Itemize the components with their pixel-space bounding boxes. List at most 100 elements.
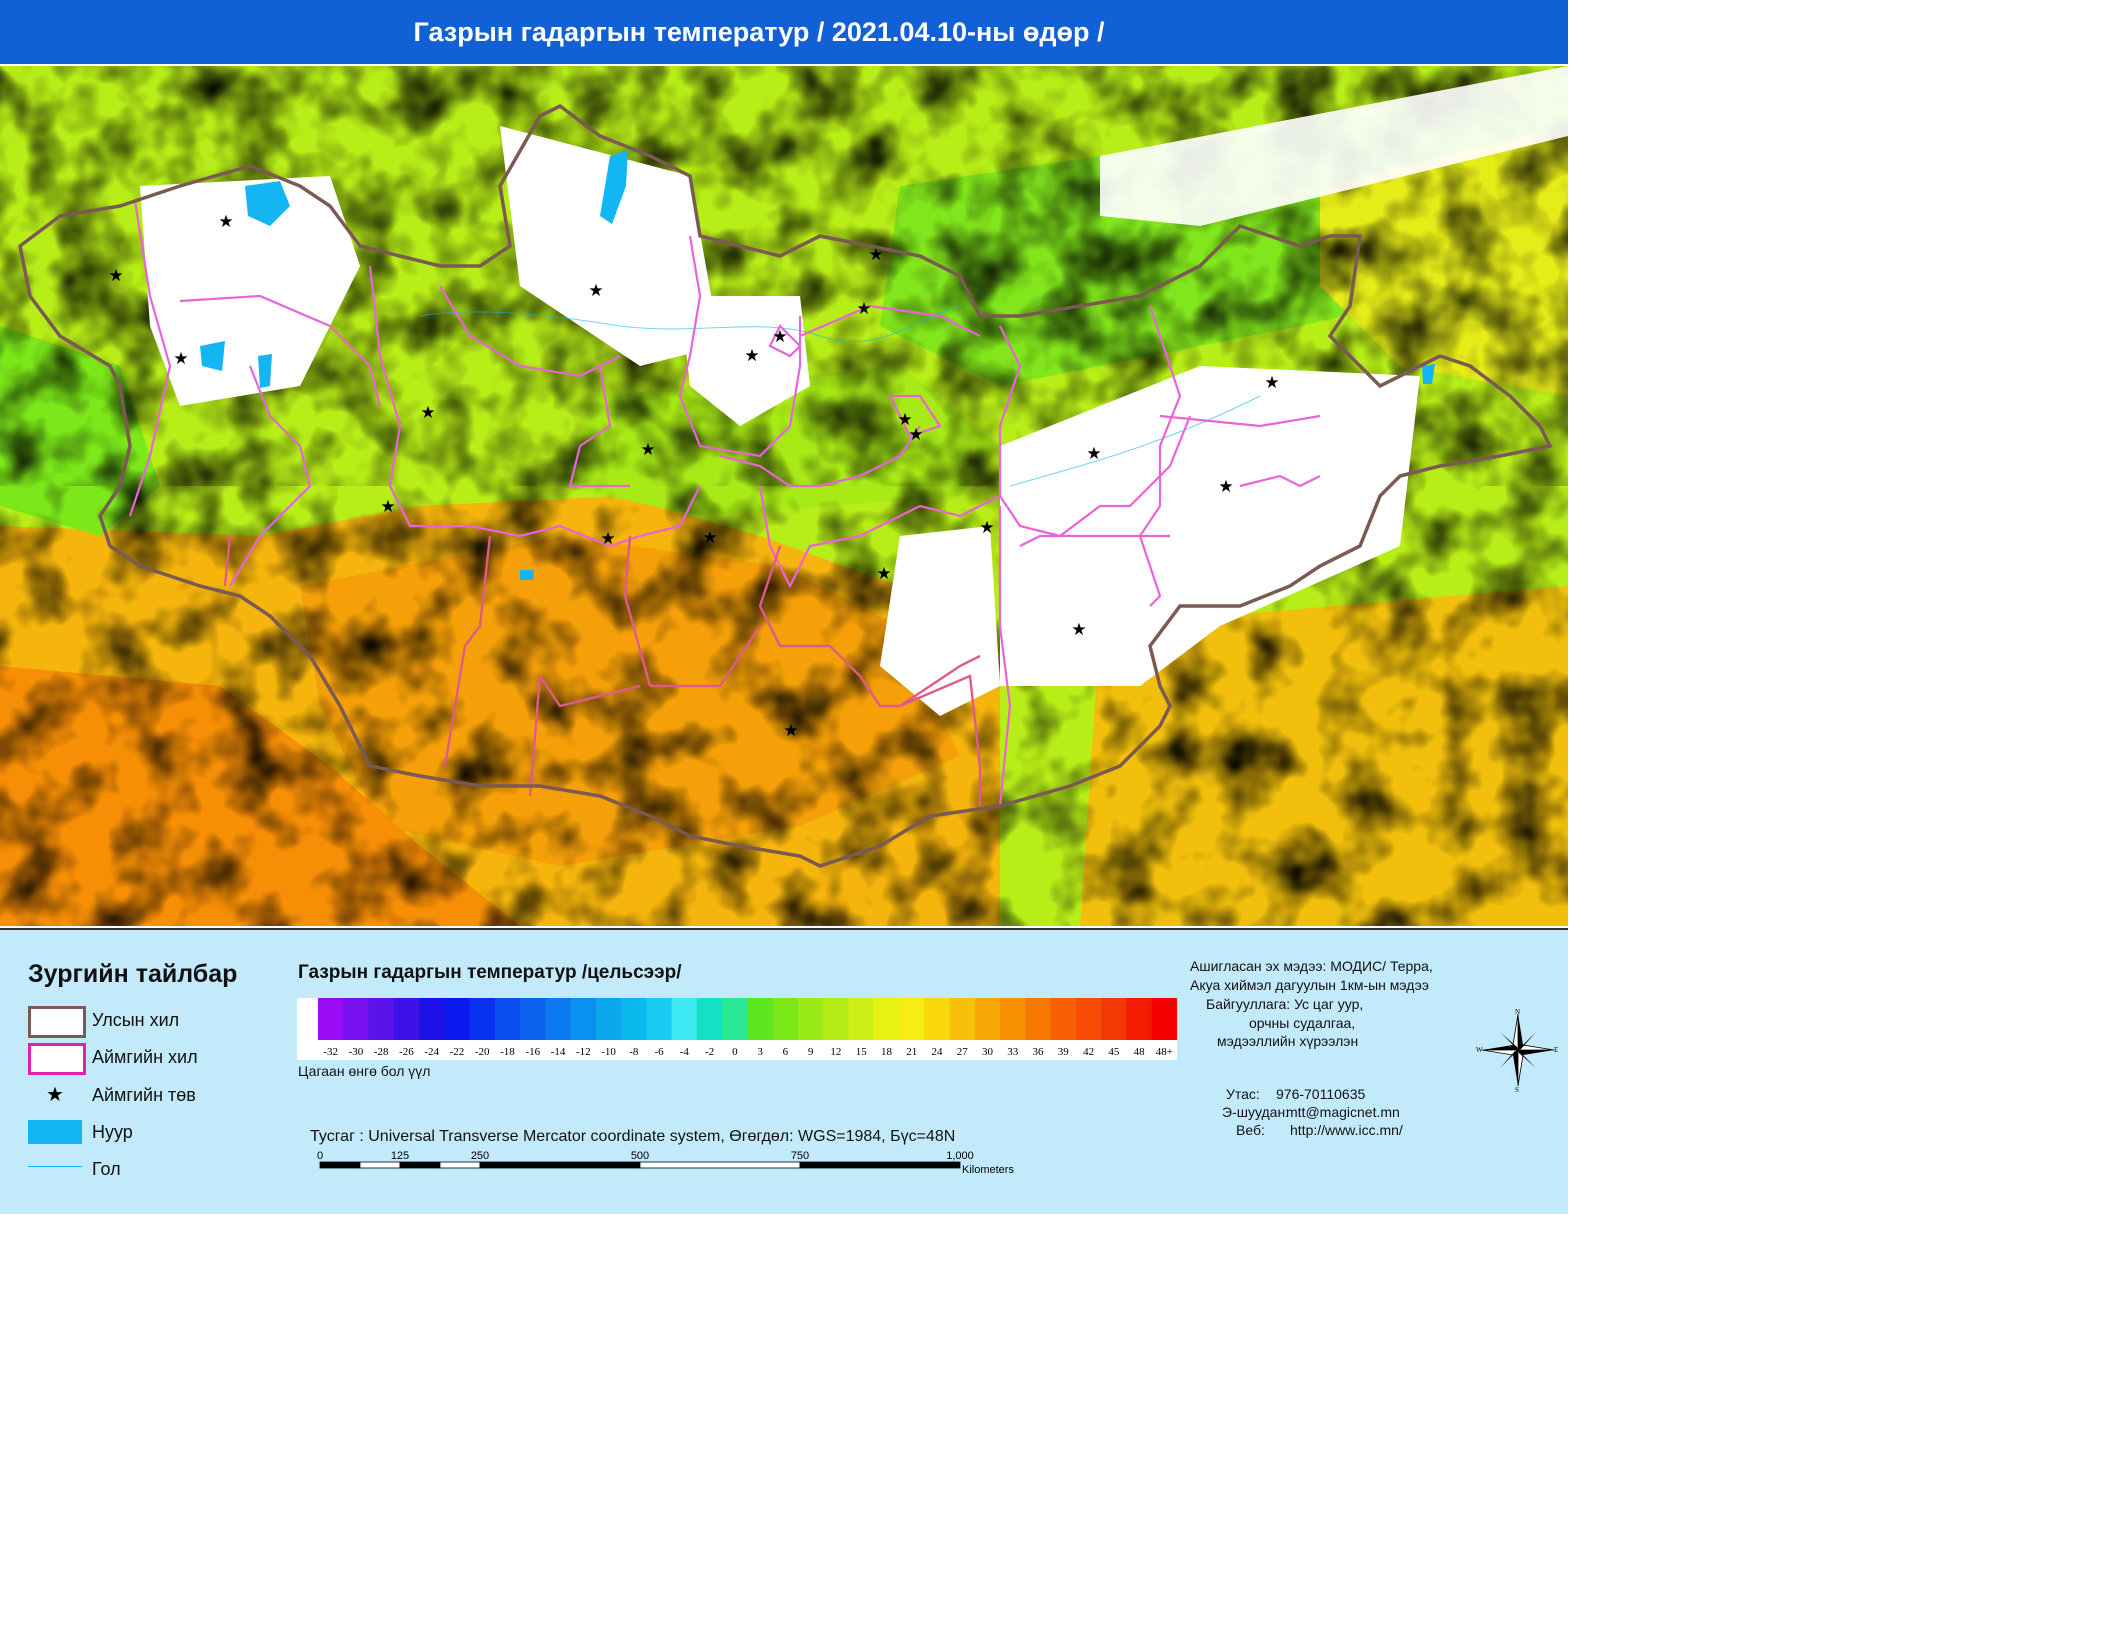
colorbar-swatch — [1101, 998, 1127, 1040]
colorbar-swatch — [1075, 998, 1102, 1040]
province-border-swatch — [28, 1043, 86, 1075]
star-icon: ★ — [380, 497, 395, 517]
colorbar-swatch — [318, 998, 344, 1040]
colorbar-swatch — [393, 998, 420, 1040]
colorbar-swatch — [595, 998, 622, 1040]
colorbar-swatch — [798, 998, 824, 1040]
star-icon: ★ — [588, 281, 603, 301]
star-icon: ★ — [876, 564, 891, 584]
phone-label: Утас: — [1226, 1086, 1260, 1102]
colorbar-swatch — [671, 998, 698, 1040]
lake-khar-us — [200, 341, 225, 371]
colorbar-swatch — [823, 998, 850, 1040]
colorbar-swatch — [722, 998, 748, 1040]
colorbar-swatch — [1025, 998, 1052, 1040]
colorbar-swatch — [1000, 998, 1026, 1040]
colorbar-tick-label: 33 — [1007, 1046, 1019, 1058]
colorbar-tick-label: 18 — [881, 1046, 893, 1058]
scale-label: 0 — [317, 1150, 323, 1162]
star-icon: ★ — [772, 327, 787, 347]
colorbar-tick-label: -32 — [323, 1046, 338, 1058]
river-kherlen — [1009, 395, 1261, 487]
scale-segment — [799, 1161, 961, 1169]
colorbar-tick-label: 39 — [1058, 1046, 1070, 1058]
star-icon: ★ — [600, 529, 615, 549]
colorbar-tick-label: -16 — [525, 1046, 540, 1058]
colorbar-tick-label: 36 — [1033, 1046, 1045, 1058]
compass-n: N — [1515, 1008, 1520, 1016]
cloud-mass-northeast — [1100, 66, 1568, 226]
lake-uvs — [245, 181, 290, 226]
organization-line-1: Байгууллага: Ус цаг уур, — [1206, 996, 1364, 1012]
source-line-2: Акуа хиймэл дагуулын 1км-ын мэдээ — [1190, 977, 1429, 993]
phone-value: 976-70110635 — [1276, 1086, 1366, 1102]
colorbar-tick-label: -10 — [601, 1046, 616, 1058]
colorbar-label-strip — [297, 1040, 1177, 1060]
scale-label: 250 — [471, 1150, 489, 1162]
colorbar-tick-label: -30 — [349, 1046, 364, 1058]
colorbar-tick-label: -20 — [475, 1046, 490, 1058]
scale-segment — [439, 1161, 481, 1169]
lake-buir — [1422, 364, 1435, 384]
cloud-mass-east — [1000, 366, 1420, 686]
legend-label-province-border: Аймгийн хил — [92, 1047, 198, 1067]
scale-unit: Kilometers — [962, 1164, 1014, 1176]
compass-s: S — [1515, 1086, 1519, 1092]
gobi-province-borders — [223, 535, 982, 806]
scale-segment — [639, 1161, 801, 1169]
cloud-mass-central — [880, 526, 1000, 716]
colorbar-swatch — [570, 998, 597, 1040]
colorbar-swatch — [974, 998, 1001, 1040]
web-label: Веб: — [1236, 1122, 1265, 1138]
colorbar-swatch — [545, 998, 572, 1040]
temperature-map: ★ ★ ★ ★ ★ ★ ★ ★ ★ ★ ★ ★ ★ ★ ★ ★ ★ ★ ★ ★ … — [0, 66, 1568, 926]
star-icon: ★ — [744, 346, 759, 366]
colorbar-tick-label: 30 — [982, 1046, 994, 1058]
river-selenge — [419, 305, 961, 342]
star-icon: ★ — [1086, 444, 1101, 464]
scale-label: 1,000 — [946, 1150, 974, 1162]
projection-note: Тусгаг : Universal Transverse Mercator c… — [310, 1128, 956, 1145]
scale-segment — [399, 1161, 441, 1169]
lake-khuvsgul — [600, 150, 628, 224]
colorbar-swatch — [419, 998, 445, 1040]
national-border — [18, 103, 1553, 868]
lake-khar — [258, 354, 272, 388]
colorbar-tick-label: 0 — [732, 1046, 738, 1058]
colorbar-tick-label: 42 — [1083, 1046, 1094, 1058]
colorbar-tick-label: -14 — [551, 1046, 566, 1058]
colorbar-swatch — [899, 998, 925, 1040]
colorbar-tick-label: 27 — [957, 1046, 969, 1058]
colorbar-tick-label: -2 — [705, 1046, 714, 1058]
colorbar-swatch — [621, 998, 647, 1040]
colorbar-tick-label: -24 — [424, 1046, 439, 1058]
colorbar-tick-label: 15 — [856, 1046, 868, 1058]
legend-title: Зургийн тайлбар — [28, 960, 238, 988]
colorbar-tick-label: -12 — [576, 1046, 591, 1058]
legend-label-province-center: Аймгийн төв — [92, 1085, 196, 1105]
colorbar-swatch — [772, 998, 799, 1040]
compass-rose-icon: N S E W — [1476, 1008, 1558, 1092]
map-title: Газрын гадаргын температур / 2021.04.10-… — [413, 16, 1105, 47]
star-icon: ★ — [868, 245, 883, 265]
province-borders — [128, 200, 1321, 807]
colorbar-tick-label: 21 — [906, 1046, 917, 1058]
cloud-note: Цагаан өнгө бол үүл — [298, 1063, 431, 1079]
colorbar-tick-label: -4 — [680, 1046, 690, 1058]
colorbar-tick-label: 6 — [783, 1046, 789, 1058]
lake-orog — [520, 570, 534, 580]
web-link[interactable]: http://www.icc.mn/ — [1290, 1122, 1403, 1138]
scale-label: 125 — [391, 1150, 409, 1162]
scale-label: 500 — [631, 1150, 649, 1162]
colorbar-swatch — [1151, 998, 1177, 1040]
colorbar-swatch — [924, 998, 951, 1040]
river-line — [28, 1166, 82, 1167]
colorbar-swatch — [1050, 998, 1077, 1040]
temperature-colorbar: -32 -30 -28 -26 -24 -22 -20 -18 -16 -14 -12 -10 -8 -6… — [297, 998, 1177, 1060]
colorbar-swatch — [520, 998, 546, 1040]
colorbar-swatch — [747, 998, 774, 1040]
star-icon: ★ — [640, 440, 655, 460]
cloud-mass-north — [500, 126, 720, 366]
colorbar-swatch — [696, 998, 723, 1040]
compass-w: W — [1476, 1046, 1483, 1054]
